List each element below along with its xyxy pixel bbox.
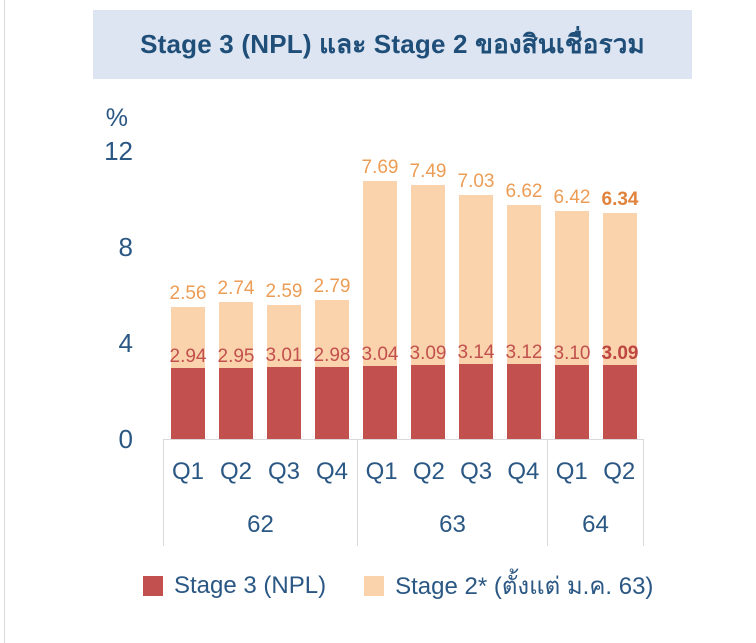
value-label-stage2-62-Q3: 2.59 (265, 281, 303, 302)
y-axis-unit-label: % (105, 104, 128, 132)
y-axis-tick-12: 12 (104, 136, 133, 166)
y-axis-tick-8: 8 (118, 232, 133, 262)
value-label-stage3-64-Q1: 3.10 (553, 343, 591, 364)
quarter-label-62-Q1: Q1 (171, 457, 204, 485)
year-label-63: 63 (439, 510, 466, 538)
value-label-stage2-63-Q3: 7.03 (457, 171, 495, 192)
legend-label-stage3: Stage 3 (NPL) (174, 571, 327, 599)
x-axis-table: Q1 Q2 Q3 Q4 62 Q1 Q2 Q3 Q4 63 Q1 Q2 64 (163, 439, 644, 546)
chart-title: Stage 3 (NPL) และ Stage 2 ของสินเชื่อรวม (140, 29, 645, 59)
bar-stage2-62-Q1 (171, 307, 205, 368)
bar-stage3-64-Q1 (555, 365, 589, 439)
value-label-stage2-62-Q1: 2.56 (169, 283, 207, 304)
value-label-stage3-62-Q3: 3.01 (265, 345, 303, 366)
title-banner: Stage 3 (NPL) และ Stage 2 ของสินเชื่อรวม (93, 10, 692, 79)
value-label-stage2-63-Q2: 7.49 (409, 161, 447, 182)
value-label-stage2-64-Q1: 6.42 (553, 187, 591, 208)
value-label-stage2-63-Q1: 7.69 (361, 157, 399, 178)
quarter-label-64-Q2: Q2 (603, 457, 636, 485)
y-axis-tick-4: 4 (118, 328, 133, 358)
quarter-row-64: Q1 Q2 (548, 440, 643, 503)
bar-stage3-63-Q1 (363, 366, 397, 439)
bar-stage2-62-Q2 (219, 302, 253, 368)
value-label-stage3-63-Q2: 3.09 (409, 343, 447, 364)
quarter-label-63-Q2: Q2 (412, 457, 445, 485)
legend-swatch-stage3 (143, 575, 163, 596)
year-label-64: 64 (582, 510, 609, 538)
value-label-stage3-62-Q1: 2.94 (169, 346, 207, 367)
legend: Stage 3 (NPL) Stage 2* (ตั้งแต่ ม.ค. 63) (143, 566, 653, 605)
quarter-row-62: Q1 Q2 Q3 Q4 (164, 440, 357, 503)
legend-swatch-stage2 (364, 575, 385, 596)
bar-stage3-63-Q3 (459, 364, 493, 439)
year-group-62: Q1 Q2 Q3 Q4 62 (163, 440, 357, 546)
value-label-stage3-63-Q4: 3.12 (505, 342, 543, 363)
value-label-stage2-63-Q4: 6.62 (505, 181, 543, 202)
year-label-62: 62 (247, 510, 274, 538)
bar-stage2-62-Q3 (267, 305, 301, 367)
quarter-label-62-Q3: Q3 (267, 457, 300, 485)
bar-stage3-62-Q1 (171, 368, 205, 439)
quarter-label-63-Q3: Q3 (460, 457, 493, 485)
quarter-label-64-Q1: Q1 (555, 457, 588, 485)
y-axis-tick-0: 0 (118, 424, 133, 454)
quarter-label-62-Q2: Q2 (219, 457, 252, 485)
legend-item-stage2: Stage 2* (ตั้งแต่ ม.ค. 63) (364, 566, 653, 605)
quarter-label-63-Q1: Q1 (365, 457, 398, 485)
quarter-row-63: Q1 Q2 Q3 Q4 (358, 440, 547, 503)
year-group-63: Q1 Q2 Q3 Q4 63 (357, 440, 547, 546)
bar-stage3-62-Q2 (219, 368, 253, 439)
bar-stage2-63-Q2 (411, 185, 445, 365)
bar-stage3-62-Q4 (315, 367, 349, 439)
legend-item-stage3: Stage 3 (NPL) (143, 572, 326, 600)
value-label-stage2-62-Q4: 2.79 (313, 276, 351, 297)
bar-stage3-63-Q2 (411, 365, 445, 439)
bar-stage2-63-Q3 (459, 195, 493, 364)
bar-stage3-62-Q3 (267, 367, 301, 439)
quarter-label-63-Q4: Q4 (507, 457, 540, 485)
bar-stage2-63-Q4 (507, 205, 541, 364)
year-group-64: Q1 Q2 64 (547, 440, 644, 546)
value-label-stage3-63-Q1: 3.04 (361, 344, 399, 365)
bar-stage2-64-Q2 (603, 213, 637, 365)
quarter-label-62-Q4: Q4 (315, 457, 348, 485)
value-label-stage2-62-Q2: 2.74 (217, 278, 255, 299)
page-edge-line (4, 0, 5, 643)
value-label-stage3-62-Q4: 2.98 (313, 345, 351, 366)
bar-stage2-63-Q1 (363, 181, 397, 366)
value-label-stage2-64-Q2: 6.34 (601, 189, 639, 210)
bar-stage2-64-Q1 (555, 211, 589, 365)
bar-stage2-62-Q4 (315, 300, 349, 367)
bar-stage3-64-Q2 (603, 365, 637, 439)
value-label-stage3-62-Q2: 2.95 (217, 346, 255, 367)
bar-stage3-63-Q4 (507, 364, 541, 439)
value-label-stage3-64-Q2: 3.09 (601, 343, 639, 364)
legend-label-stage2: Stage 2* (ตั้งแต่ ม.ค. 63) (395, 573, 654, 600)
value-label-stage3-63-Q3: 3.14 (457, 342, 495, 363)
